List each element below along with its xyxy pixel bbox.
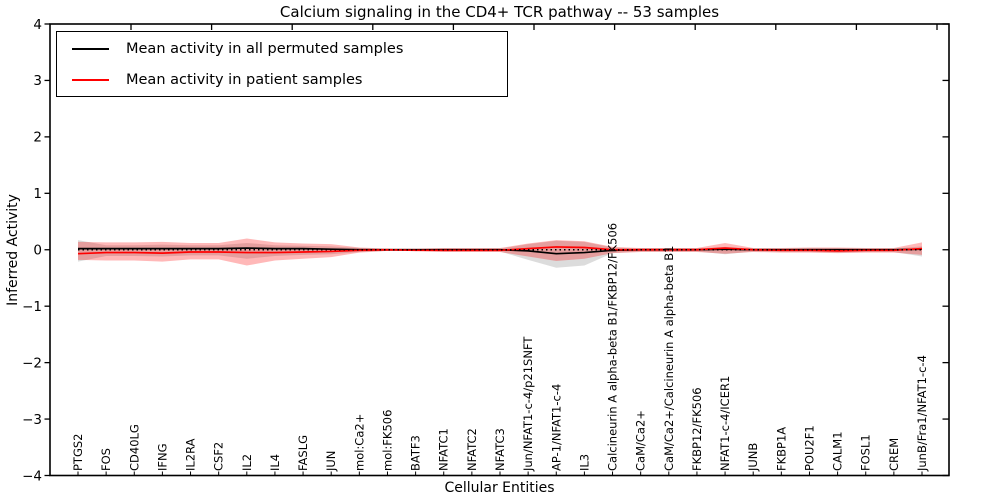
y-tick-label: −4 <box>22 468 42 484</box>
x-tick-label: IL4 <box>268 454 282 471</box>
y-tick-label: −3 <box>22 412 42 428</box>
x-tick-label: NFAT1-c-4/ICER1 <box>718 376 732 471</box>
permuted-line-swatch <box>72 47 109 50</box>
patient-std-band <box>78 238 922 266</box>
x-tick-label: PTGS2 <box>71 434 85 472</box>
x-tick-label: CREM <box>887 438 901 471</box>
x-tick-label: IL3 <box>577 454 591 471</box>
x-tick-label: IL2RA <box>184 438 198 471</box>
x-tick-label: FKBP1A <box>774 427 788 471</box>
x-tick-label: JunB/Fra1/NFAT1-c-4 <box>915 355 929 472</box>
x-tick-label: FKBP12/FK506 <box>690 387 704 471</box>
legend-item-permuted: Mean activity in all permuted samples <box>57 33 507 64</box>
legend-label: Mean activity in all permuted samples <box>126 40 404 57</box>
x-tick-label: JUN <box>324 451 338 472</box>
x-tick-label: CALM1 <box>831 431 845 471</box>
x-tick-label: BATF3 <box>409 435 423 471</box>
x-tick-label: NFATC2 <box>465 428 479 471</box>
y-tick-label: 1 <box>33 186 42 202</box>
x-tick-label: FASLG <box>296 435 310 471</box>
x-tick-label: POU2F1 <box>802 425 816 471</box>
x-tick-label: NFATC1 <box>437 428 451 471</box>
chart-title: Calcium signaling in the CD4+ TCR pathwa… <box>279 3 720 21</box>
x-tick-label: IFNG <box>155 443 169 471</box>
x-tick-label: NFATC3 <box>493 428 507 471</box>
x-tick-label: AP-1/NFAT1-c-4 <box>549 384 563 471</box>
y-axis-label: Inferred Activity <box>5 194 21 306</box>
legend-label: Mean activity in patient samples <box>126 71 363 88</box>
legend-box: Mean activity in all permuted samples Me… <box>56 31 508 97</box>
x-tick-label: CD40LG <box>127 424 141 471</box>
x-axis-label: Cellular Entities <box>444 480 555 496</box>
x-tick-label: CaM/Ca2+/Calcineurin A alpha-beta B1 <box>662 246 676 471</box>
x-tick-label: mol:FK506 <box>380 410 394 471</box>
y-tick-label: −2 <box>22 355 42 371</box>
x-tick-label: FOSL1 <box>859 434 873 471</box>
y-tick-label: 4 <box>33 17 42 33</box>
y-tick-label: 0 <box>33 243 42 259</box>
x-tick-label: Calcineurin A alpha-beta B1/FKBP12/FK506 <box>606 223 620 471</box>
x-tick-label: CSF2 <box>212 442 226 471</box>
x-tick-label: IL2 <box>240 454 254 471</box>
y-tick-label: 2 <box>33 130 42 146</box>
y-tick-label: 3 <box>33 73 42 89</box>
x-tick-label: JUNB <box>746 443 760 472</box>
permuted-std-band <box>78 240 922 268</box>
legend-item-patient: Mean activity in patient samples <box>57 64 507 95</box>
x-tick-label: mol:Ca2+ <box>352 414 366 471</box>
patient-line-swatch <box>72 78 109 81</box>
x-tick-label: FOS <box>99 448 113 471</box>
x-tick-label: CaM/Ca2+ <box>634 410 648 471</box>
x-tick-label: Jun/NFAT1-c-4/p21SNFT <box>521 336 535 472</box>
y-tick-label: −1 <box>22 299 42 315</box>
